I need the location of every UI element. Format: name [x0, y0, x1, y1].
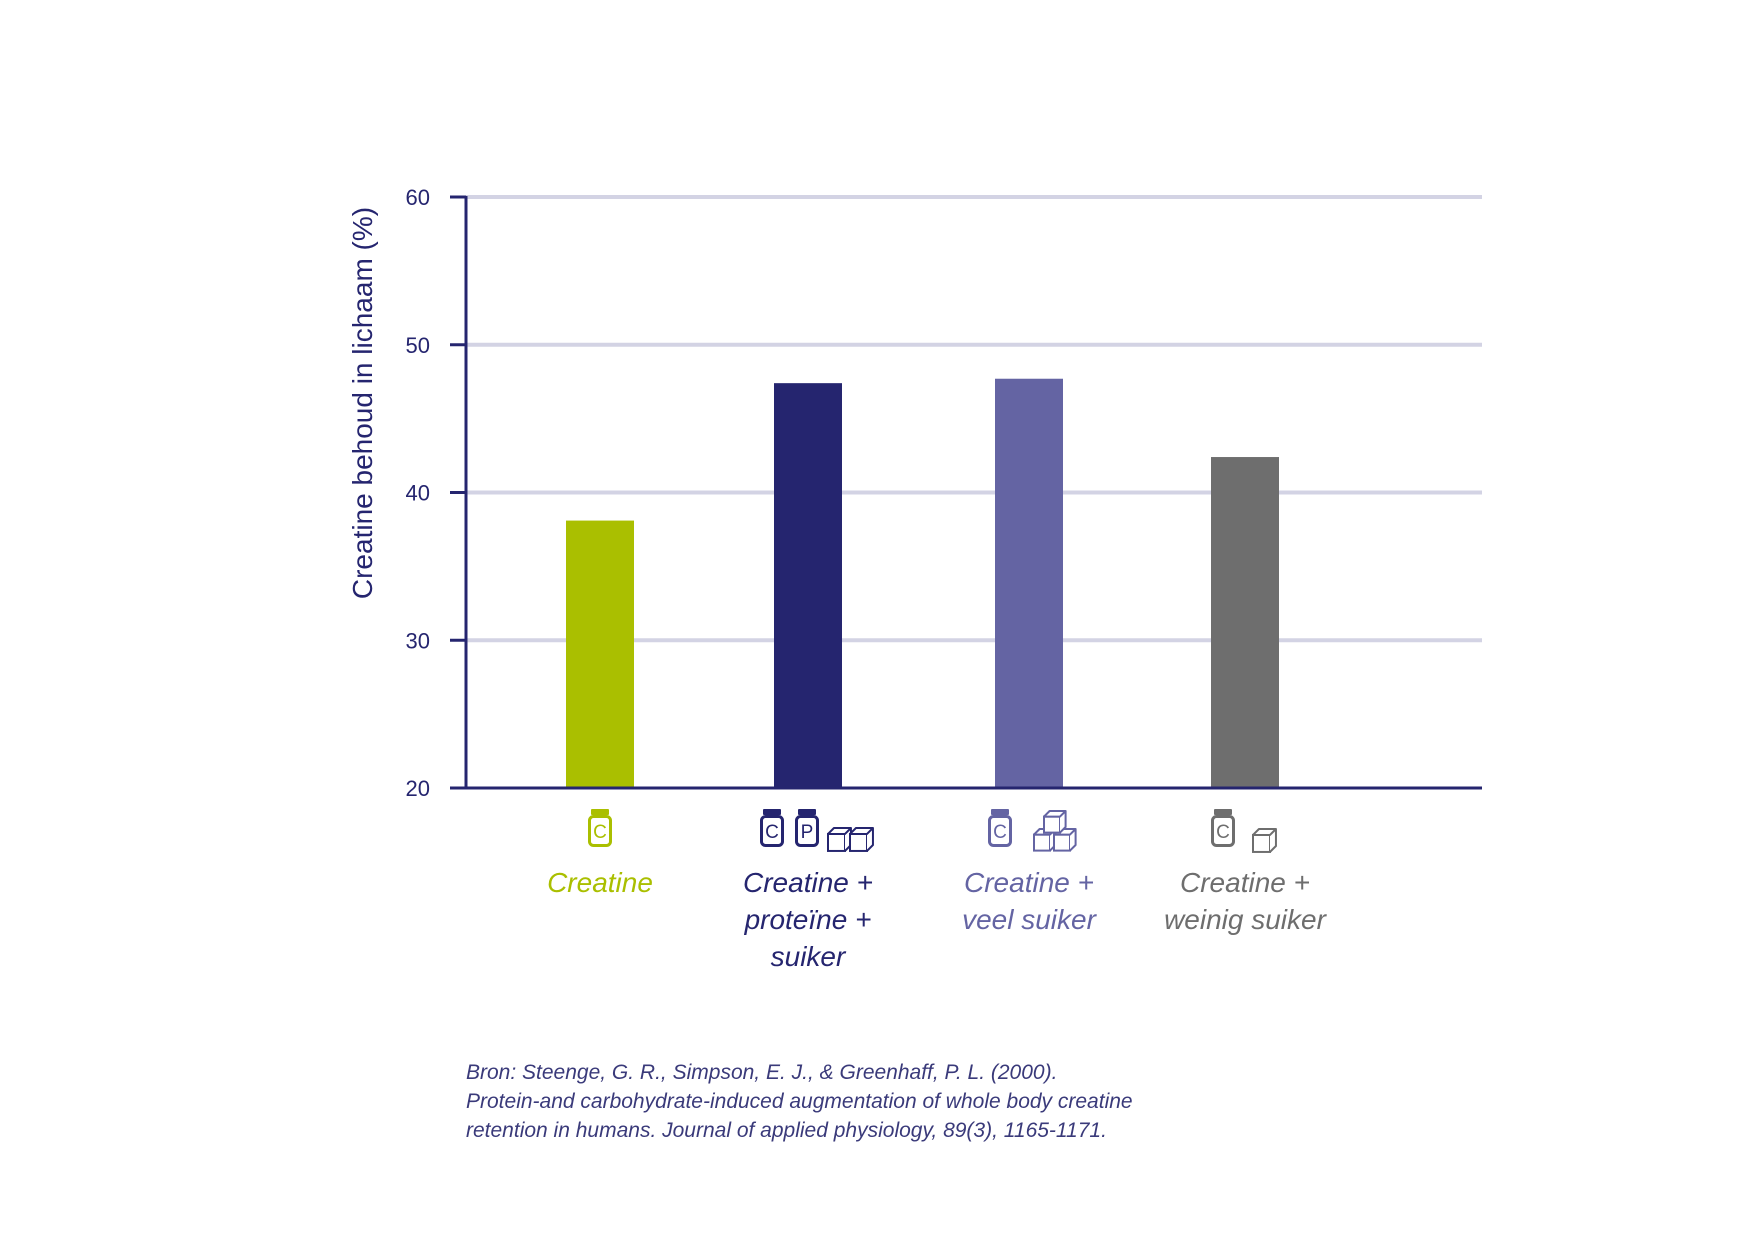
- sugar-cube-icon: [1043, 810, 1067, 834]
- source-citation: Bron: Steenge, G. R., Simpson, E. J., & …: [466, 1058, 1226, 1145]
- protein-jar-icon: P: [795, 809, 819, 847]
- source-line: Protein-and carbohydrate-induced augment…: [466, 1090, 1133, 1113]
- cube-front: [1053, 833, 1071, 852]
- category-label-line: suiker: [771, 941, 847, 972]
- bar: [774, 383, 842, 788]
- category-label-line: Creatine +: [1180, 867, 1310, 898]
- bar: [566, 520, 634, 788]
- jar-body: [795, 815, 819, 847]
- category-label-line: veel suiker: [962, 904, 1098, 935]
- category-label: Creatine: [547, 867, 653, 898]
- jar-letter: P: [801, 822, 814, 843]
- category-label-line: Creatine +: [743, 867, 873, 898]
- source-line: retention in humans. Journal of applied …: [466, 1119, 1107, 1142]
- sugar-cube-icon: [1252, 828, 1277, 853]
- jar-lid: [798, 809, 816, 815]
- cube-front: [1043, 815, 1061, 834]
- jar-letter: C: [593, 822, 607, 843]
- jar-body: [988, 815, 1012, 847]
- y-tick-label: 40: [406, 481, 430, 506]
- jar-letter: C: [993, 822, 1007, 843]
- bar: [995, 378, 1063, 788]
- y-tick-label: 30: [406, 628, 430, 653]
- cube-top-side: [1252, 828, 1277, 853]
- category-label-line: Creatine +: [964, 867, 1094, 898]
- category-label-line: proteïne +: [744, 904, 872, 935]
- axes: [450, 195, 1482, 790]
- cube-top-side: [849, 827, 874, 852]
- jar-body: [760, 815, 784, 847]
- creatine-jar-icon: C: [988, 809, 1012, 847]
- y-tick-label: 60: [406, 185, 430, 210]
- category-label-line: Creatine: [547, 867, 653, 898]
- y-axis-label: Creatine behoud in lichaam (%): [347, 207, 378, 599]
- cube-front: [1033, 833, 1051, 852]
- jar-lid: [591, 809, 609, 815]
- category-labels: Creatine Creatine + proteïne + suikerCreati…: [547, 867, 1328, 972]
- category-label: Creatine + veel suiker: [962, 867, 1098, 935]
- creatine-jar-icon: C: [1211, 809, 1235, 847]
- jar-letter: C: [1216, 822, 1230, 843]
- jar-body: [588, 815, 612, 847]
- y-tick-label: 20: [406, 776, 430, 801]
- jar-lid: [763, 809, 781, 815]
- jar-lid: [1214, 809, 1232, 815]
- y-tick-label: 50: [406, 333, 430, 358]
- jar-letter: C: [765, 822, 779, 843]
- sugar-cube-icon: [827, 827, 852, 852]
- creatine-jar-icon: C: [760, 809, 784, 847]
- y-tick-labels: 20 30 40 50 60: [406, 185, 430, 801]
- jar-lid: [991, 809, 1009, 815]
- category-label: Creatine + weinig suiker: [1164, 867, 1328, 935]
- cube-front: [849, 832, 868, 852]
- cube-front: [1252, 833, 1271, 853]
- cube-front: [827, 832, 846, 852]
- bar: [1211, 457, 1279, 788]
- cube-top-side: [1043, 810, 1067, 834]
- category-label-line: weinig suiker: [1164, 904, 1328, 935]
- sugar-cube-icon: [849, 827, 874, 852]
- source-line: Bron: Steenge, G. R., Simpson, E. J., & …: [466, 1061, 1058, 1084]
- sugar-cube-icon: [1033, 828, 1057, 852]
- bars: [566, 378, 1279, 788]
- jar-body: [1211, 815, 1235, 847]
- gridlines: [466, 195, 1482, 643]
- category-label: Creatine + proteïne + suiker: [743, 867, 873, 972]
- creatine-jar-icon: C: [588, 809, 612, 847]
